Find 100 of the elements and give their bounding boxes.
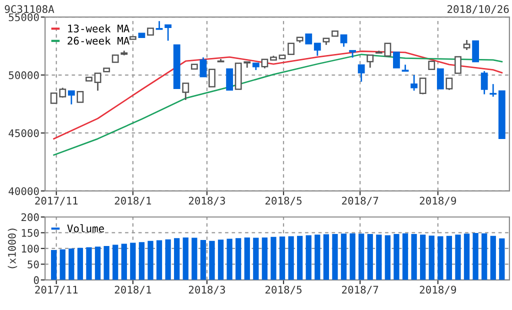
y-tick-label: 150 [22, 228, 39, 237]
bar [420, 234, 426, 280]
x-tick-label: 2018/1 [114, 286, 152, 294]
bar [51, 250, 57, 280]
candlestick [76, 90, 84, 103]
bar [236, 238, 242, 280]
bar [358, 234, 364, 280]
bar [384, 235, 391, 280]
y-tick-label: 50 [28, 260, 39, 268]
candlestick [68, 90, 75, 106]
bar [148, 240, 154, 280]
y-tick-label: 55000 [8, 13, 39, 22]
candlestick [226, 68, 234, 91]
chart-title: 9C31108A [4, 5, 54, 14]
bar [192, 238, 198, 280]
candlestick [436, 68, 444, 90]
candlestick [288, 42, 295, 56]
bar [314, 234, 320, 280]
chart-subtitle: 2018/10/26 [448, 5, 509, 14]
legend-label: 26-week MA [68, 36, 130, 45]
bar [253, 238, 259, 280]
bar [86, 247, 92, 280]
candlestick [164, 24, 172, 42]
x-tick-label: 2018/9 [420, 196, 456, 206]
candlestick [410, 74, 418, 92]
x-tick-label: 2018/7 [342, 286, 378, 294]
y-tick-label: 40000 [8, 187, 39, 196]
bar [402, 233, 408, 280]
candlestick [305, 33, 312, 44]
y-tick-label: 0 [34, 276, 39, 284]
x-tick-label: 2017/11 [35, 196, 78, 206]
bar [499, 238, 505, 280]
x-tick-label: 2018/1 [114, 196, 152, 206]
candlestick [393, 52, 400, 68]
candlestick [340, 34, 348, 48]
y-tick-label: 100 [22, 244, 39, 253]
candlestick [314, 42, 321, 56]
bar [297, 236, 303, 280]
bar [411, 234, 417, 280]
bar [490, 236, 496, 280]
bar [482, 233, 488, 280]
bar [104, 246, 110, 280]
bar [60, 249, 66, 280]
candlestick [358, 64, 365, 82]
candlestick [200, 56, 207, 78]
legend-label: 13-week MA [68, 24, 130, 32]
bar [262, 237, 268, 280]
bar [209, 240, 215, 280]
candlestick [463, 39, 470, 51]
x-tick-label: 2018/5 [265, 196, 302, 206]
candlestick [446, 78, 453, 91]
bar [464, 234, 470, 280]
line-series [53, 54, 503, 156]
candlestick [490, 83, 497, 98]
x-tick-label: 2018/3 [188, 196, 225, 206]
bar [138, 242, 145, 280]
candlestick [454, 56, 462, 74]
bar [270, 236, 276, 280]
x-tick-label: 2018/9 [420, 286, 456, 294]
bar [165, 239, 171, 280]
x-tick-label: 2018/5 [265, 286, 302, 294]
y-tick-label: 200 [21, 213, 39, 222]
bar [112, 244, 118, 280]
x-tick-label: 2017/11 [35, 286, 78, 294]
y-tick-label: 50000 [8, 71, 39, 80]
candlestick [182, 82, 190, 101]
line-series [53, 50, 503, 140]
candlestick [472, 40, 479, 62]
candlestick [419, 78, 426, 95]
bar [428, 236, 434, 280]
bar [77, 248, 84, 280]
y-axis-title: (x1000) [8, 228, 18, 268]
bar [279, 236, 286, 280]
bar [226, 238, 232, 280]
bar [367, 234, 373, 280]
bar [472, 233, 478, 280]
bar [323, 234, 330, 280]
bar [94, 246, 101, 280]
candlestick [480, 70, 488, 95]
bar [156, 240, 162, 280]
bar [455, 234, 461, 280]
bar [340, 234, 347, 280]
bar [218, 240, 224, 280]
candlestick [366, 54, 374, 68]
bar [68, 248, 74, 280]
bar [174, 238, 180, 280]
bar [244, 237, 250, 280]
bar [182, 237, 188, 280]
candlestick [208, 68, 216, 88]
legend-label: Volume [67, 224, 104, 232]
bar [288, 236, 294, 280]
bar [200, 240, 206, 280]
bar [376, 234, 382, 280]
bar [121, 244, 127, 280]
y-tick-label: 45000 [8, 129, 39, 138]
bar [350, 233, 356, 280]
bar [394, 234, 400, 280]
bar [332, 234, 338, 280]
x-tick-label: 2018/3 [188, 286, 225, 294]
bar [438, 236, 444, 280]
